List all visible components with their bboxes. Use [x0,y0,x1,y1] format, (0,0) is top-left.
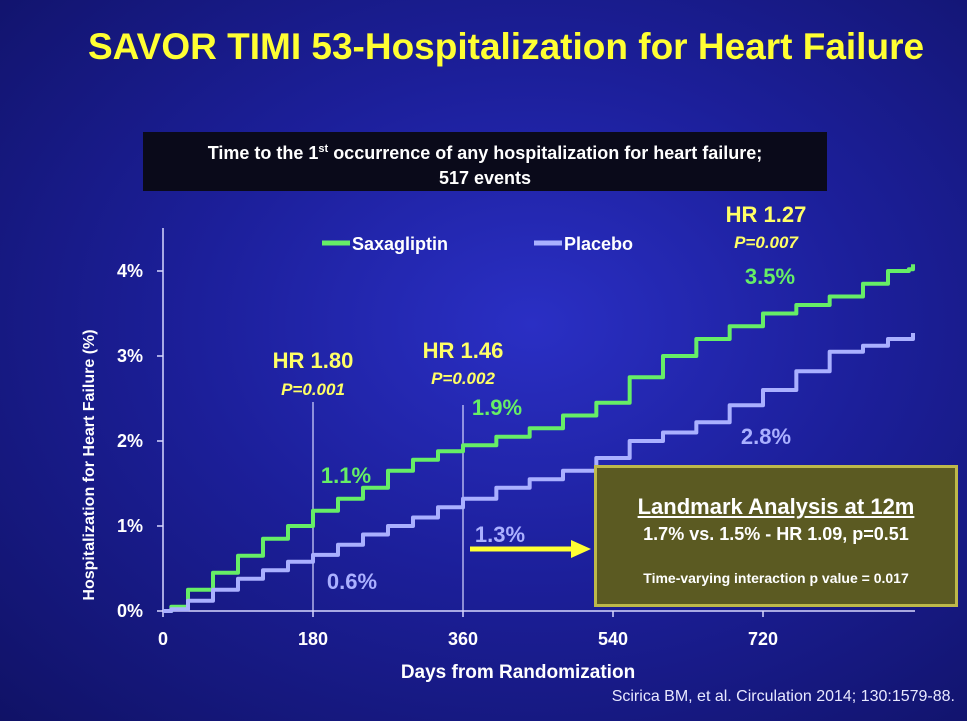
x-tick-label: 720 [748,629,778,649]
y-axis-title: Hospitalization for Heart Failure (%) [81,329,98,600]
legend-label-saxagliptin: Saxagliptin [352,234,448,254]
hr-p-value: P=0.007 [734,233,799,252]
point-label: 1.1% [321,463,371,488]
x-tick-label: 540 [598,629,628,649]
series-saxagliptin-line [163,264,915,613]
point-label: 0.6% [327,569,377,594]
subtitle-box: Time to the 1st occurrence of any hospit… [143,132,827,191]
series-placebo-line [163,333,915,613]
landmark-arrow-head [571,540,591,558]
y-tick-label: 4% [117,261,143,281]
point-label: 3.5% [745,264,795,289]
landmark-result: 1.7% vs. 1.5% - HR 1.09, p=0.51 [643,524,909,544]
y-tick-label: 2% [117,431,143,451]
y-tick-label: 3% [117,346,143,366]
slide-title: SAVOR TIMI 53-Hospitalization for Heart … [88,26,925,67]
hr-p-value: P=0.001 [281,380,345,399]
hr-p-value: P=0.002 [431,369,495,388]
landmark-note: Time-varying interaction p value = 0.017 [643,570,909,586]
legend-label-placebo: Placebo [564,234,633,254]
point-label: 1.9% [472,395,522,420]
x-tick-label: 180 [298,629,328,649]
landmark-title: Landmark Analysis at 12m [637,494,915,519]
citation: Scirica BM, et al. Circulation 2014; 130… [611,688,955,705]
hr-label: HR 1.46 [423,338,504,363]
subtitle-line2: 517 events [438,168,532,188]
hr-label: HR 1.80 [273,348,354,373]
hr-label: HR 1.27 [726,202,807,227]
subtitle-pre: Time to the 1 [207,143,319,163]
point-label: 1.3% [475,522,525,547]
x-axis-title: Days from Randomization [401,662,635,683]
subtitle-sup: st [318,143,329,155]
point-label: 2.8% [741,424,791,449]
y-tick-label: 0% [117,601,143,621]
subtitle-post: occurrence of any hospitalization for he… [328,143,763,163]
landmark-box: Landmark Analysis at 12m 1.7% vs. 1.5% -… [594,465,958,607]
x-tick-label: 0 [158,629,168,649]
y-tick-label: 1% [117,516,143,536]
x-tick-label: 360 [448,629,478,649]
